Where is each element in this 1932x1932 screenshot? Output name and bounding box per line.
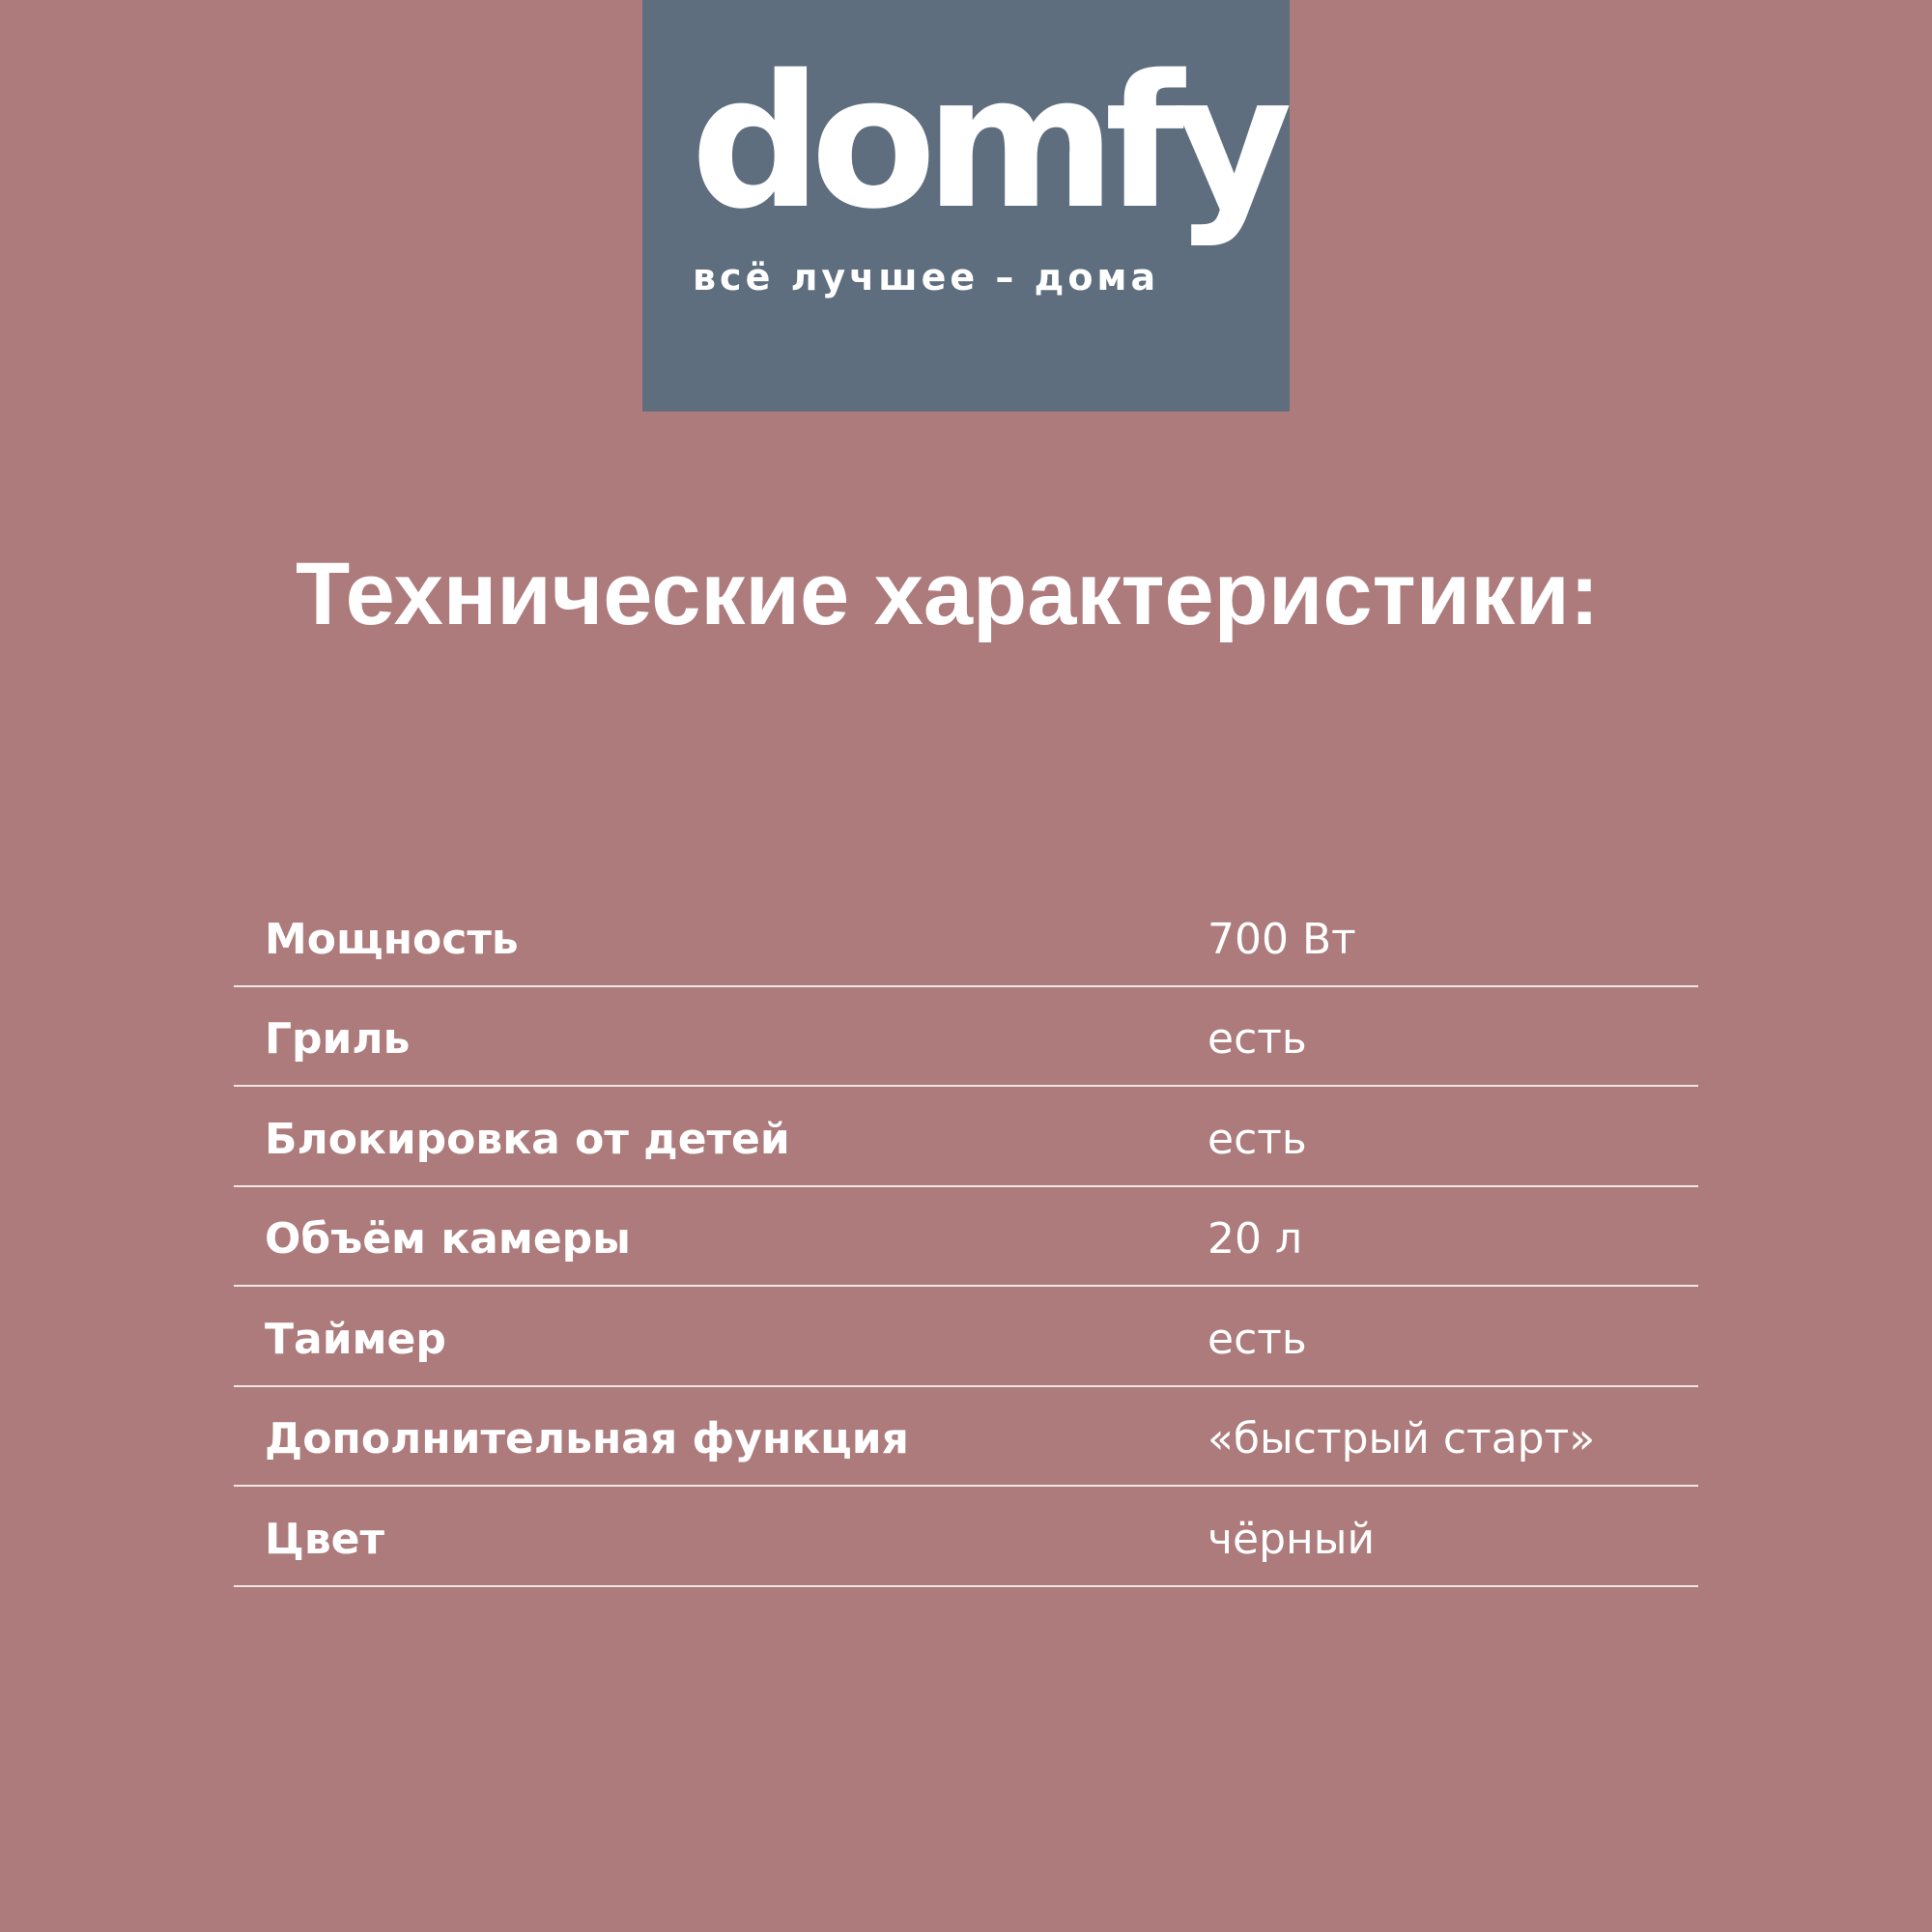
spec-value: 20 л bbox=[1208, 1214, 1303, 1264]
spec-label: Дополнительная функция bbox=[265, 1414, 909, 1463]
spec-label: Таймер bbox=[265, 1314, 446, 1364]
spec-row: Таймер есть bbox=[234, 1287, 1698, 1387]
spec-value: есть bbox=[1208, 1314, 1307, 1364]
logo: domfy всё лучшее – дома bbox=[642, 0, 1293, 412]
spec-label: Объём камеры bbox=[265, 1214, 631, 1264]
spec-value: чёрный bbox=[1208, 1514, 1376, 1564]
logo-tagline: всё лучшее – дома bbox=[693, 256, 1160, 298]
spec-label: Гриль bbox=[265, 1014, 411, 1064]
spec-table: Мощность 700 Вт Гриль есть Блокировка от д… bbox=[234, 887, 1698, 1587]
spec-row: Дополнительная функция «быстрый старт» bbox=[234, 1387, 1698, 1487]
spec-label: Цвет bbox=[265, 1514, 385, 1564]
spec-value: есть bbox=[1208, 1114, 1307, 1164]
logo-wordmark: domfy bbox=[691, 36, 1293, 249]
spec-value: есть bbox=[1208, 1014, 1307, 1064]
spec-label: Мощность bbox=[265, 914, 519, 964]
spec-row: Объём камеры 20 л bbox=[234, 1187, 1698, 1287]
spec-value: «быстрый старт» bbox=[1208, 1414, 1596, 1463]
spec-label: Блокировка от детей bbox=[265, 1114, 790, 1164]
spec-value: 700 Вт bbox=[1208, 914, 1356, 964]
spec-row: Гриль есть bbox=[234, 987, 1698, 1087]
spec-row: Блокировка от детей есть bbox=[234, 1087, 1698, 1187]
spec-row: Мощность 700 Вт bbox=[234, 887, 1698, 987]
page-title: Технические характеристики: bbox=[296, 545, 1600, 643]
spec-row: Цвет чёрный bbox=[234, 1487, 1698, 1587]
